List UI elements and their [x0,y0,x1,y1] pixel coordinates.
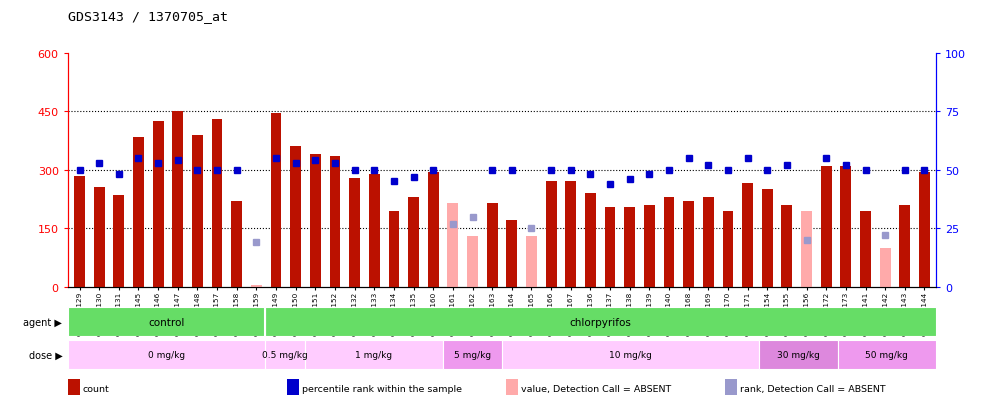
Bar [722,211,733,287]
Bar [428,172,438,287]
Bar [68,340,265,369]
Bar [546,182,557,287]
Bar [585,194,596,287]
Bar [841,166,852,287]
Bar [502,340,759,369]
Bar [251,285,262,287]
Bar [742,184,753,287]
Text: 5 mg/kg: 5 mg/kg [454,350,491,359]
Bar [703,197,714,287]
Bar [443,340,502,369]
Bar [487,204,498,287]
Bar [861,211,871,287]
Text: GDS3143 / 1370705_at: GDS3143 / 1370705_at [68,10,228,23]
Bar [212,120,222,287]
Bar [801,211,812,287]
Text: 0 mg/kg: 0 mg/kg [147,350,185,359]
Text: 30 mg/kg: 30 mg/kg [777,350,820,359]
Text: value, Detection Call = ABSENT: value, Detection Call = ABSENT [521,384,671,393]
Bar [762,190,773,287]
Text: count: count [83,384,110,393]
Bar [408,197,419,287]
Bar [759,340,838,369]
Bar [879,248,890,287]
Text: control: control [148,317,184,327]
Bar [350,178,360,287]
Bar [447,204,458,287]
Text: rank, Detection Call = ABSENT: rank, Detection Call = ABSENT [740,384,885,393]
Bar [68,307,265,336]
Text: dose ▶: dose ▶ [29,350,63,360]
Bar [605,207,616,287]
Bar [74,176,85,287]
Bar [683,202,694,287]
Bar [566,182,576,287]
Text: percentile rank within the sample: percentile rank within the sample [302,384,462,393]
Bar [644,205,654,287]
Text: 10 mg/kg: 10 mg/kg [609,350,651,359]
Bar [330,157,341,287]
Bar [506,221,517,287]
Bar [231,202,242,287]
Bar [290,147,301,287]
Text: 1 mg/kg: 1 mg/kg [356,350,392,359]
Bar [919,172,930,287]
Bar [899,205,910,287]
Bar [305,340,443,369]
Bar [624,207,635,287]
Bar [114,196,124,287]
Bar [821,166,832,287]
Bar [172,112,183,287]
Text: 0.5 mg/kg: 0.5 mg/kg [262,350,308,359]
Bar [526,237,537,287]
Bar [310,155,321,287]
Bar [782,205,792,287]
Bar [265,307,936,336]
Bar [265,340,305,369]
Bar [192,135,203,287]
Bar [94,188,105,287]
Text: agent ▶: agent ▶ [24,317,63,327]
Text: chlorpyrifos: chlorpyrifos [570,317,631,327]
Bar [838,340,936,369]
Bar [152,122,163,287]
Bar [467,237,478,287]
Bar [271,114,282,287]
Bar [369,174,379,287]
Bar [663,197,674,287]
Bar [133,137,143,287]
Text: 50 mg/kg: 50 mg/kg [866,350,908,359]
Bar [388,211,399,287]
